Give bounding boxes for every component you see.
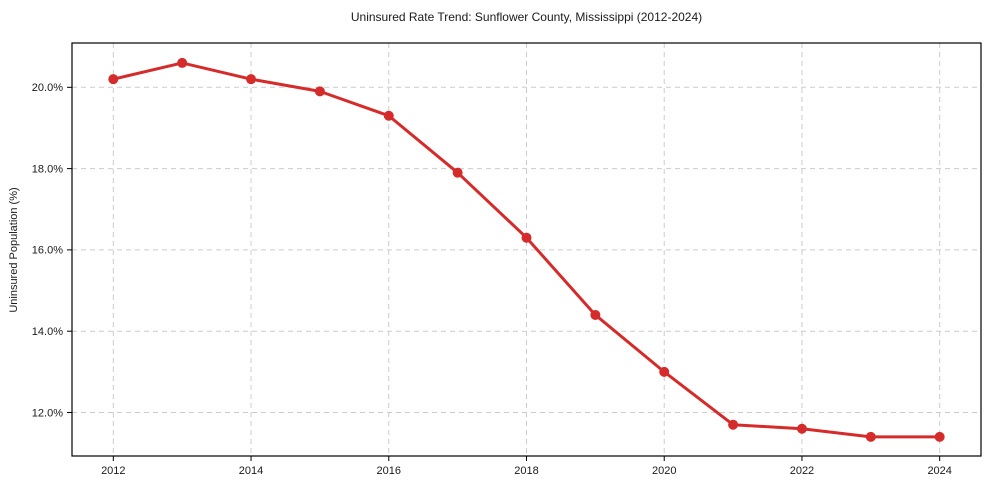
x-tick-label: 2022	[790, 465, 814, 477]
data-point-2014	[246, 74, 257, 85]
x-tick-label: 2016	[377, 465, 401, 477]
y-tick-label: 18.0%	[32, 163, 63, 175]
chart-title: Uninsured Rate Trend: Sunflower County, …	[350, 10, 703, 24]
data-point-2021	[728, 419, 739, 430]
data-point-2020	[659, 366, 670, 377]
y-tick-label: 16.0%	[32, 245, 63, 257]
x-tick-label: 2018	[514, 465, 538, 477]
data-point-2024	[934, 431, 945, 442]
y-tick-label: 14.0%	[32, 326, 63, 338]
data-point-2012	[108, 74, 119, 85]
data-point-2018	[521, 232, 532, 243]
y-tick-label: 20.0%	[32, 82, 63, 94]
data-point-2013	[177, 57, 188, 68]
x-tick-label: 2020	[652, 465, 676, 477]
data-point-2016	[383, 110, 394, 121]
x-tick-label: 2012	[101, 465, 125, 477]
data-point-2015	[314, 86, 325, 97]
data-point-2022	[796, 423, 807, 434]
x-tick-label: 2014	[239, 465, 263, 477]
data-point-2017	[452, 167, 463, 178]
data-point-2023	[865, 431, 876, 442]
y-tick-label: 12.0%	[32, 407, 63, 419]
data-point-2019	[590, 309, 601, 320]
x-tick-label: 2024	[927, 465, 951, 477]
